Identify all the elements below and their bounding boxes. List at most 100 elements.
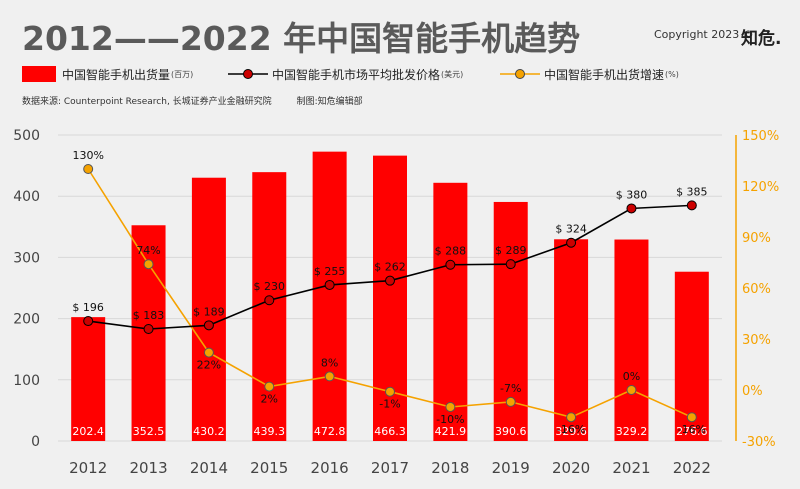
price-point: [686, 200, 697, 211]
legend-unit-growth: (%): [665, 69, 679, 79]
growth-data-label: 8%: [321, 356, 338, 369]
price-point: [143, 324, 154, 335]
bar-value-label: 430.2: [193, 425, 225, 438]
legend-label-price: 中国智能手机市场平均批发价格: [272, 67, 441, 82]
y-right-tick-label: 0%: [742, 384, 763, 399]
bar-value-label: 329.6: [555, 425, 587, 438]
price-point: [445, 259, 456, 270]
y-left-tick-label: 300: [13, 250, 40, 266]
growth-point: [505, 396, 516, 407]
growth-point: [626, 385, 637, 395]
growth-data-label: 130%: [72, 149, 103, 162]
growth-point: [203, 347, 214, 358]
x-tick-label: 2021: [612, 459, 650, 477]
growth-data-label: -1%: [379, 398, 400, 411]
growth-point: [686, 412, 697, 423]
x-tick-label: 2020: [552, 459, 590, 477]
bar: [433, 182, 468, 442]
y-right-tick-label: 60%: [742, 282, 771, 297]
bar-value-label: 466.3: [374, 425, 406, 438]
growth-point: [143, 259, 154, 270]
legend-label-growth: 中国智能手机出货增速: [544, 67, 665, 82]
price-data-label: $ 183: [133, 309, 165, 322]
y-left-tick-label: 200: [13, 312, 40, 328]
legend-item-price: 中国智能手机市场平均批发价格 (美元): [228, 64, 463, 84]
legend-unit-price: (美元): [441, 69, 464, 79]
bar-value-label: 202.4: [72, 425, 104, 438]
price-data-label: $ 255: [314, 265, 346, 278]
y-left-tick-label: 100: [13, 373, 40, 389]
growth-point: [385, 386, 395, 397]
bar-value-label: 329.2: [616, 425, 648, 438]
bar: [614, 239, 649, 441]
price-point: [505, 259, 516, 270]
growth-data-label: -16%: [678, 423, 706, 436]
legend-item-shipments: 中国智能手机出货量 (百万): [22, 64, 193, 84]
bar: [191, 177, 226, 442]
price-point: [324, 279, 335, 290]
y-left-tick-label: 500: [13, 128, 40, 144]
bar: [71, 317, 106, 441]
price-data-label: $ 189: [193, 305, 225, 318]
growth-data-label: 22%: [197, 359, 221, 372]
growth-point: [566, 412, 577, 423]
x-tick-label: 2022: [673, 459, 711, 477]
chart-title: 2012——2022 年中国智能手机趋势: [22, 19, 581, 58]
x-tick-label: 2017: [371, 459, 409, 477]
price-point: [264, 295, 275, 306]
price-point: [566, 237, 577, 248]
y-right-tick-label: 30%: [742, 333, 771, 348]
growth-point: [445, 402, 456, 412]
bar-value-label: 421.9: [435, 425, 467, 438]
x-tick-label: 2018: [431, 459, 469, 477]
legend-label-shipments: 中国智能手机出货量: [62, 67, 171, 82]
copyright-text: Copyright 2023 ©: [654, 28, 754, 41]
growth-data-label: -7%: [500, 382, 521, 395]
bar-value-label: 472.8: [314, 425, 346, 438]
x-tick-label: 2015: [250, 459, 288, 477]
source-text: 数据来源: Counterpoint Research, 长城证券产业金融研究院: [22, 97, 272, 107]
growth-point: [264, 381, 275, 392]
bar-value-label: 390.6: [495, 425, 527, 438]
legend-item-growth: 中国智能手机出货增速 (%): [500, 64, 679, 84]
bar: [554, 239, 589, 441]
price-data-label: $ 289: [495, 244, 527, 257]
y-right-tick-label: 150%: [742, 129, 779, 144]
price-point: [626, 203, 637, 214]
y-right-tick-label: 90%: [742, 231, 771, 246]
bar-value-label: 276.6: [676, 425, 708, 438]
legend-line-swatch-price: [228, 69, 268, 79]
brand-logo: 知危.: [741, 29, 782, 49]
y-right-tick-label: 120%: [742, 180, 779, 195]
price-data-label: $ 262: [374, 261, 406, 274]
x-tick-label: 2016: [311, 459, 349, 477]
legend-line-swatch-growth: [500, 69, 540, 79]
growth-data-label: 0%: [623, 370, 640, 383]
growth-data-label: -16%: [557, 423, 585, 436]
price-point: [83, 316, 94, 327]
price-data-label: $ 230: [254, 280, 286, 293]
price-point: [203, 320, 214, 331]
x-tick-label: 2013: [129, 459, 167, 477]
y-left-tick-label: 400: [13, 189, 40, 205]
growth-point: [83, 164, 94, 174]
legend-bar-swatch: [22, 66, 56, 82]
y-right-tick-label: -30%: [742, 435, 776, 450]
growth-data-label: -10%: [436, 413, 464, 426]
price-data-label: $ 196: [72, 301, 104, 314]
bar: [252, 172, 287, 441]
price-data-label: $ 385: [676, 185, 708, 198]
x-tick-label: 2019: [492, 459, 530, 477]
x-tick-label: 2014: [190, 459, 228, 477]
growth-data-label: 74%: [136, 244, 160, 257]
bar-value-label: 439.3: [254, 425, 286, 438]
price-point: [385, 275, 395, 286]
bar: [312, 151, 347, 441]
price-data-label: $ 380: [616, 188, 648, 201]
source-note: 数据来源: Counterpoint Research, 长城证券产业金融研究院…: [22, 94, 363, 107]
price-data-label: $ 288: [435, 245, 467, 258]
bar-value-label: 352.5: [133, 425, 165, 438]
growth-data-label: 2%: [261, 393, 278, 406]
x-tick-label: 2012: [69, 459, 107, 477]
